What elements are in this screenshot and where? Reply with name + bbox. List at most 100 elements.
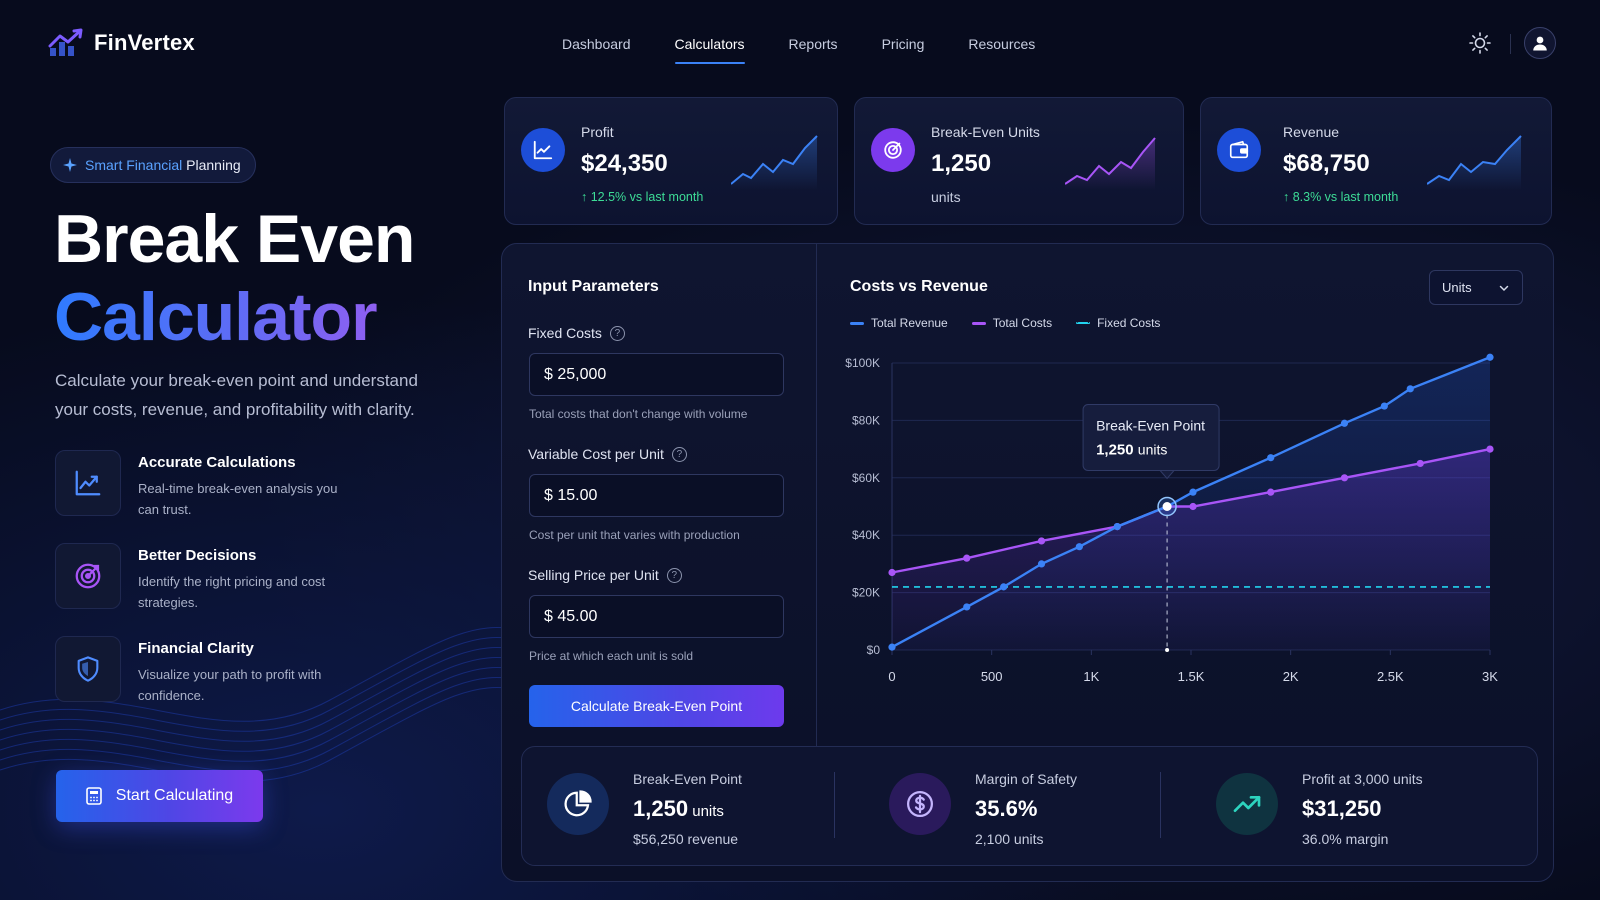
revenue-point: [1037, 560, 1046, 568]
feature-title: Accurate Calculations: [138, 454, 296, 471]
revenue-point: [1113, 522, 1121, 531]
summary-icon-badge: [1216, 773, 1278, 835]
revenue-point: [1486, 353, 1494, 361]
kpi-value: $68,750: [1283, 150, 1370, 177]
title-line-1: Break Even: [54, 201, 415, 277]
fixed-costs-hint: Total costs that don't change with volum…: [529, 407, 748, 421]
theme-toggle-button[interactable]: [1466, 29, 1494, 57]
variable-cost-input[interactable]: $ 15.00: [529, 474, 784, 517]
summary-value: 1,250 units: [633, 796, 724, 822]
kpi-value: 1,250: [931, 150, 992, 177]
nav-dashboard[interactable]: Dashboard: [562, 36, 631, 52]
nav-reports[interactable]: Reports: [788, 36, 838, 52]
revenue-point: [1189, 488, 1197, 496]
break-even-sparkline: [1065, 137, 1156, 190]
title-line-2: Calculator: [54, 278, 414, 356]
user-icon: [1533, 36, 1547, 51]
legend-item-fixed[interactable]: Fixed Costs: [1076, 316, 1160, 330]
kpi-icon-badge: [1217, 128, 1261, 172]
y-tick-label: $80K: [852, 413, 880, 427]
user-avatar-button[interactable]: [1524, 27, 1556, 59]
input-parameters-column: [501, 243, 817, 748]
cta-label: Start Calculating: [115, 787, 234, 804]
summary-label: Profit at 3,000 units: [1302, 771, 1423, 787]
feature-financial-clarity: Financial Clarity Visualize your path to…: [55, 636, 455, 706]
summary-icon-badge: [547, 773, 609, 835]
wallet-icon: [1229, 140, 1249, 159]
chart-legend: Total Revenue Total Costs Fixed Costs: [850, 316, 1160, 330]
target-icon: [75, 563, 101, 589]
costs-point: [1340, 474, 1349, 482]
kpi-card-revenue: Revenue $68,750 ↑ 8.3% vs last month: [1200, 97, 1552, 225]
summary-profit-at-3000: Profit at 3,000 units $31,250 36.0% marg…: [1216, 746, 1506, 866]
units-select[interactable]: Units: [1429, 270, 1523, 305]
summary-value: $31,250: [1302, 796, 1382, 822]
sparkle-icon: [63, 158, 77, 172]
revenue-point: [1380, 402, 1388, 410]
x-tick-label: 2.5K: [1377, 669, 1404, 684]
summary-sub: 36.0% margin: [1302, 831, 1389, 847]
x-tick-label: 3K: [1482, 669, 1498, 684]
summary-margin-of-safety: Margin of Safety 35.6% 2,100 units: [889, 746, 1149, 866]
kpi-label: Break-Even Units: [931, 124, 1040, 140]
break-even-marker: [1162, 502, 1172, 511]
costs-point: [1189, 502, 1197, 511]
fixed-costs-label: Fixed Costs ?: [528, 325, 625, 341]
summary-value-number: $31,250: [1302, 796, 1382, 821]
units-select-value: Units: [1442, 280, 1472, 295]
chart-ticks: $0 $20K $40K $60K $80K $100K 0 500 1K 1.5K 2K 2.5K 3…: [845, 356, 1498, 684]
fixed-costs-input[interactable]: $ 25,000: [529, 353, 784, 396]
summary-label: Break-Even Point: [633, 771, 742, 787]
legend-item-revenue[interactable]: Total Revenue: [850, 316, 948, 330]
revenue-point: [963, 603, 971, 611]
legend-swatch: [850, 321, 864, 325]
tooltip-pointer: [1158, 470, 1176, 480]
x-tick-label: 2K: [1283, 669, 1299, 684]
selling-price-label-text: Selling Price per Unit: [528, 567, 659, 583]
calculate-break-even-button[interactable]: Calculate Break-Even Point: [529, 685, 784, 727]
total-costs-line: [891, 447, 1491, 574]
kpi-card-break-even-units: Break-Even Units 1,250 units: [854, 97, 1184, 225]
badge-text: Planning: [182, 157, 241, 173]
kpi-change: ↑ 8.3% vs last month: [1283, 190, 1399, 204]
revenue-sparkline: [1427, 135, 1522, 190]
nav-calculators[interactable]: Calculators: [653, 24, 767, 64]
kpi-card-profit: Profit $24,350 ↑ 12.5% vs last month: [504, 97, 838, 225]
profit-sparkline: [731, 135, 818, 190]
feature-desc: Real-time break-even analysis you can tr…: [138, 481, 338, 517]
revenue-point: [1406, 385, 1414, 393]
kpi-change: ↑ 12.5% vs last month: [581, 190, 704, 204]
variable-cost-label: Variable Cost per Unit ?: [528, 446, 687, 462]
header-divider: [1510, 34, 1511, 54]
summary-value-number: 35.6%: [975, 796, 1038, 821]
x-tick-label: 0: [888, 669, 895, 684]
nav-pricing[interactable]: Pricing: [881, 36, 925, 52]
legend-swatch: [971, 321, 986, 325]
selling-price-input[interactable]: $ 45.00: [529, 595, 784, 638]
kpi-label: Profit: [581, 124, 614, 140]
main-nav: Dashboard Calculators Reports Pricing Re…: [540, 24, 1057, 64]
y-tick-label: $100K: [845, 356, 880, 370]
summary-sub: 2,100 units: [975, 831, 1044, 847]
fixed-costs-label-text: Fixed Costs: [528, 325, 602, 341]
dollar-icon: [907, 791, 933, 817]
kpi-unit: units: [931, 189, 961, 205]
summary-label: Margin of Safety: [975, 771, 1077, 787]
nav-resources[interactable]: Resources: [968, 36, 1036, 52]
help-icon[interactable]: ?: [671, 446, 687, 462]
chart-line-icon: [75, 470, 101, 496]
start-calculating-button[interactable]: Start Calculating: [56, 770, 263, 822]
selling-price-hint: Price at which each unit is sold: [529, 649, 694, 663]
legend-item-costs[interactable]: Total Costs: [971, 316, 1053, 330]
brand-logo[interactable]: FinVertex: [48, 28, 195, 58]
legend-label: Total Costs: [992, 316, 1053, 330]
help-icon[interactable]: ?: [666, 567, 682, 583]
feature-desc: Visualize your path to profit with confi…: [138, 667, 322, 703]
help-icon[interactable]: ?: [609, 325, 625, 341]
summary-sub: $56,250 revenue: [633, 831, 739, 847]
feature-icon-box: [55, 636, 121, 702]
costs-area: [892, 449, 1490, 650]
revenue-point: [1000, 583, 1008, 591]
y-tick-label: $40K: [852, 528, 880, 542]
background-waves: [0, 627, 520, 782]
